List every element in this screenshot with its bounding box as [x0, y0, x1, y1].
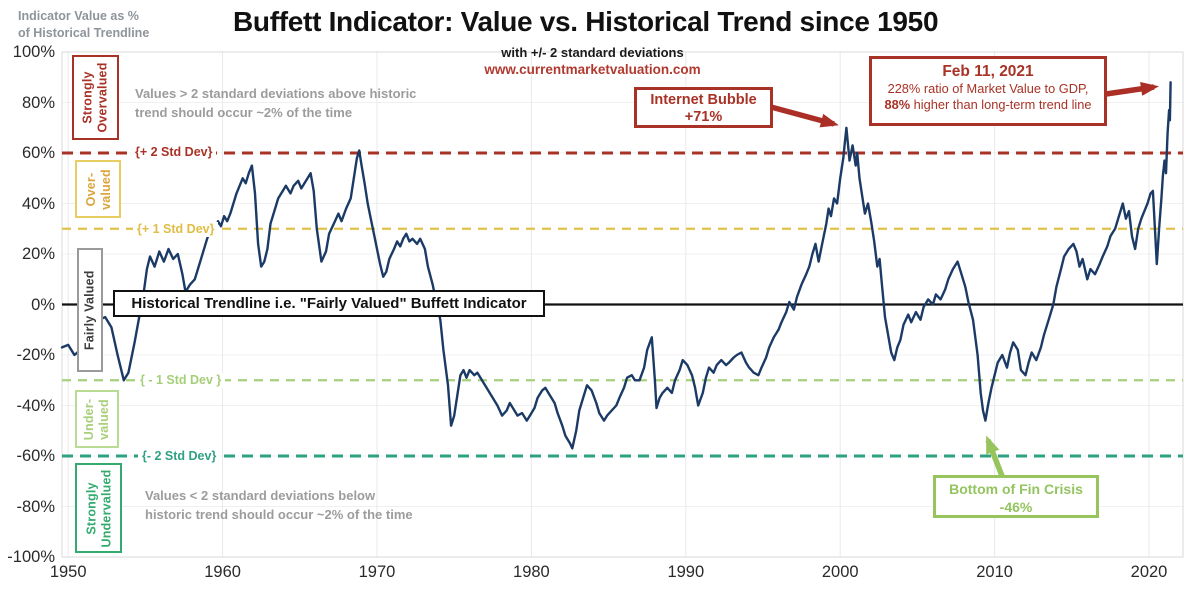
- band-label-line: Fairly Valued: [82, 270, 97, 350]
- y-tick-label: 20%: [21, 245, 55, 263]
- y-tick-label: 0%: [31, 295, 55, 314]
- undervalued-note: Values < 2 standard deviations below his…: [145, 486, 413, 524]
- band-strongly-overvalued: Strongly Overvalued: [72, 55, 119, 140]
- y-tick-label: -40%: [16, 396, 55, 415]
- feb-2021-trend-rest: higher than long-term trend line: [910, 97, 1092, 112]
- y-tick-label: -80%: [16, 497, 55, 516]
- y-axis-title: Indicator Value as % of Historical Trend…: [18, 8, 149, 42]
- y-tick-label: -100%: [7, 548, 55, 566]
- band-overvalued: Over- valued: [75, 160, 121, 218]
- x-tick-label: 2010: [976, 563, 1013, 581]
- internet-bubble-value: +71%: [684, 109, 723, 125]
- y-tick-label: 60%: [21, 144, 55, 162]
- y-tick-label: -20%: [16, 346, 55, 364]
- band-label-line: Undervalued: [98, 469, 113, 547]
- minus-2-std-dev-label: {- 2 Std Dev}: [138, 449, 221, 464]
- fin-crisis-arrow: [985, 435, 1005, 477]
- undervalued-note-line1: Values < 2 standard deviations below: [145, 488, 376, 503]
- y-tick-label: -60%: [16, 447, 55, 465]
- plus-1-std-dev-label: {+ 1 Std Dev}: [133, 222, 219, 237]
- overvalued-note: Values > 2 standard deviations above his…: [135, 84, 416, 122]
- band-strongly-undervalued: Strongly Undervalued: [75, 463, 122, 553]
- undervalued-note-line2: historic trend should occur ~2% of the t…: [145, 507, 413, 522]
- band-label-line: Strongly: [81, 71, 95, 124]
- website-url: www.currentmarketvaluation.com: [484, 62, 701, 77]
- overvalued-note-line2: trend should occur ~2% of the time: [135, 105, 353, 120]
- historical-trendline-label: Historical Trendline i.e. "Fairly Valued…: [113, 290, 545, 317]
- x-tick-label: 1960: [204, 563, 241, 581]
- band-undervalued: Under- valued: [75, 390, 119, 448]
- internet-bubble-title: Internet Bubble: [650, 92, 757, 108]
- fin-crisis-title: Bottom of Fin Crisis: [949, 481, 1083, 497]
- y-axis-title-line2: of Historical Trendline: [18, 26, 150, 40]
- feb-2021-arrow: [1105, 81, 1159, 97]
- y-tick-label: 40%: [21, 194, 55, 213]
- band-label-line: Strongly: [84, 481, 99, 535]
- y-tick-label: 100%: [12, 43, 55, 61]
- band-fairly-valued: Fairly Valued: [77, 248, 103, 372]
- feb-2021-ratio-line: 228% ratio of Market Value to GDP,: [887, 81, 1089, 96]
- overvalued-note-line1: Values > 2 standard deviations above his…: [135, 86, 417, 101]
- indicator-series-line: [60, 81, 1172, 450]
- feb-2021-trend-line: 88% higher than long-term trend line: [872, 97, 1104, 113]
- minus-1-std-dev-label: { - 1 Std Dev }: [136, 373, 226, 388]
- feb-2021-title: Feb 11, 2021: [942, 63, 1034, 80]
- chart-subtitle: with +/- 2 standard deviations: [501, 45, 684, 60]
- band-label-line: Over-: [83, 172, 98, 206]
- x-tick-label: 2000: [821, 563, 859, 581]
- band-label-line: Under-: [82, 398, 97, 440]
- band-label-line: valued: [98, 168, 112, 210]
- band-label-line: valued: [97, 398, 112, 440]
- fin-crisis-value: -46%: [999, 499, 1033, 515]
- fin-crisis-callout: Bottom of Fin Crisis -46%: [933, 475, 1099, 518]
- y-axis-title-line1: Indicator Value as %: [18, 9, 139, 23]
- page-title: Buffett Indicator: Value vs. Historical …: [233, 6, 939, 37]
- x-tick-label: 2020: [1130, 563, 1168, 581]
- feb-2021-trend-bold: 88%: [884, 97, 911, 112]
- x-tick-label: 1970: [358, 563, 396, 581]
- internet-bubble-callout: Internet Bubble +71%: [634, 87, 773, 128]
- internet-bubble-arrow: [770, 104, 839, 128]
- x-tick-label: 1990: [667, 563, 705, 581]
- feb-2021-callout: Feb 11, 2021 228% ratio of Market Value …: [869, 56, 1107, 126]
- x-tick-label: 1980: [513, 563, 550, 581]
- x-tick-label: 1950: [49, 563, 87, 581]
- y-tick-label: 80%: [21, 93, 55, 112]
- plus-2-std-dev-label: {+ 2 Std Dev}: [131, 145, 217, 160]
- band-label-line: Overvalued: [95, 62, 110, 133]
